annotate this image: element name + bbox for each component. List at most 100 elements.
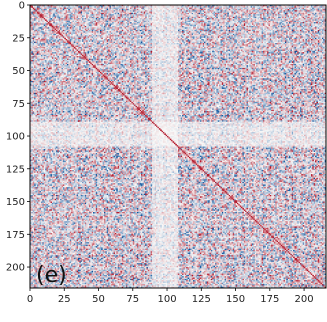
heatmap-cell	[43, 15, 46, 18]
heatmap-cell	[71, 15, 73, 18]
heatmap-cell	[73, 7, 76, 10]
heatmap-cell	[93, 6, 95, 8]
heatmap-cell	[114, 12, 117, 15]
heatmap-cell	[178, 5, 180, 7]
heatmap-cell	[113, 10, 116, 12]
heatmap-cell	[182, 6, 184, 8]
heatmap-cell	[321, 10, 324, 12]
heatmap-cell	[162, 5, 165, 7]
heatmap-cell	[254, 8, 257, 11]
heatmap-cell	[116, 8, 118, 11]
heatmap-cell	[139, 11, 142, 14]
heatmap-cell	[309, 10, 312, 12]
heatmap-cell	[305, 6, 308, 8]
heatmap-cell	[186, 8, 188, 11]
heatmap-cell	[304, 10, 306, 12]
heatmap-cell	[191, 12, 194, 15]
heatmap-cell	[180, 6, 183, 8]
heatmap-cell	[235, 11, 238, 14]
heatmap-cell	[289, 10, 291, 12]
heatmap-cell	[183, 11, 186, 14]
heatmap-cell	[60, 6, 62, 8]
heatmap-cell	[173, 8, 176, 11]
heatmap-cell	[113, 8, 116, 11]
heatmap-cell	[276, 8, 279, 11]
heatmap-cell	[76, 8, 79, 11]
heatmap-cell	[271, 5, 273, 7]
heatmap-cell	[46, 14, 49, 16]
heatmap-cell	[150, 8, 153, 11]
heatmap-cell	[71, 12, 73, 15]
heatmap-cell	[276, 11, 279, 14]
heatmap-cell	[313, 8, 316, 11]
heatmap-cell	[178, 8, 180, 11]
heatmap-cell	[269, 8, 272, 11]
heatmap-cell	[40, 12, 43, 15]
heatmap-cell	[260, 7, 262, 10]
heatmap-cell	[278, 10, 280, 12]
heatmap-cell	[47, 7, 50, 10]
heatmap-cell	[61, 5, 64, 7]
heatmap-cell	[162, 6, 165, 8]
heatmap-cell	[284, 5, 287, 7]
heatmap-cell	[150, 7, 153, 10]
heatmap-cell	[276, 5, 279, 7]
heatmap-cell	[141, 14, 143, 16]
heatmap-cell	[98, 14, 101, 16]
heatmap-cell	[84, 12, 87, 15]
heatmap-cell	[80, 6, 83, 8]
heatmap-cell	[313, 12, 316, 15]
heatmap-cell	[98, 11, 101, 14]
heatmap-cell	[97, 12, 99, 15]
heatmap-cell	[275, 10, 277, 12]
heatmap-cell	[173, 5, 176, 7]
heatmap-cell	[69, 12, 72, 15]
heatmap-cell	[243, 10, 246, 12]
heatmap-cell	[172, 7, 175, 10]
heatmap-cell	[197, 10, 199, 12]
heatmap-cell	[284, 10, 287, 12]
heatmap-cell	[149, 10, 151, 12]
heatmap-cell	[87, 12, 90, 15]
heatmap-cell	[250, 8, 253, 11]
heatmap-cell	[61, 12, 64, 15]
heatmap-cell	[216, 6, 218, 8]
heatmap-cell	[34, 11, 36, 14]
heatmap-cell	[71, 7, 73, 10]
heatmap-cell	[60, 15, 62, 18]
heatmap-cell	[191, 5, 194, 7]
heatmap-cell	[195, 8, 198, 11]
heatmap-cell	[151, 8, 154, 11]
heatmap-cell	[228, 10, 231, 12]
heatmap-cell	[90, 8, 92, 11]
heatmap-cell	[187, 14, 190, 16]
heatmap-cell	[110, 5, 113, 7]
heatmap-cell	[132, 6, 135, 8]
heatmap-cell	[36, 15, 39, 18]
heatmap-cell	[199, 12, 202, 15]
heatmap-cell	[95, 5, 98, 7]
heatmap-cell	[98, 12, 101, 15]
heatmap-cell	[217, 7, 220, 10]
heatmap-cell	[123, 11, 125, 14]
heatmap-cell	[72, 5, 75, 7]
heatmap-cell	[94, 11, 97, 14]
heatmap-cell	[235, 14, 238, 16]
heatmap-cell	[309, 6, 312, 8]
heatmap-cell	[112, 10, 114, 12]
heatmap-cell	[36, 8, 39, 11]
heatmap-cell	[178, 7, 180, 10]
heatmap-cell	[258, 12, 261, 15]
heatmap-cell	[289, 11, 291, 14]
heatmap-cell	[190, 11, 192, 14]
heatmap-cell	[156, 19, 158, 21]
heatmap-cell	[149, 5, 151, 7]
heatmap-cell	[154, 8, 157, 11]
heatmap-cell	[256, 5, 258, 7]
heatmap-cell	[295, 11, 298, 14]
heatmap-cell	[147, 5, 150, 7]
heatmap-cell	[79, 15, 81, 18]
heatmap-cell	[36, 14, 39, 16]
heatmap-cell	[230, 6, 232, 8]
heatmap-cell	[54, 10, 57, 12]
